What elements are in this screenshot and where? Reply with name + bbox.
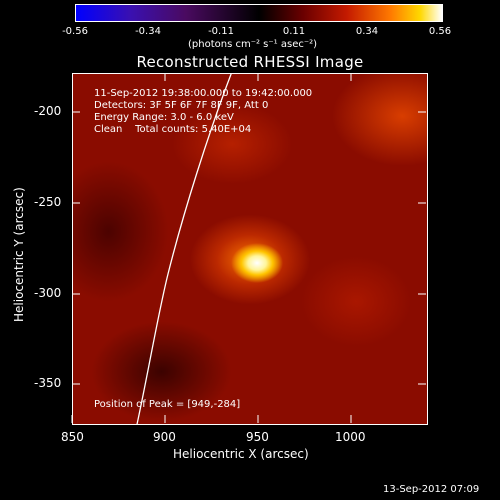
colorbar-tick-label: -0.34 (135, 26, 161, 37)
y-tick-label: -250 (34, 195, 62, 209)
time-range-text: 11-Sep-2012 19:38:00.000 to 19:42:00.000 (94, 88, 313, 99)
energy-range-text: Energy Range: 3.0 - 6.0 keV (94, 112, 234, 123)
rhessi-image: 11-Sep-2012 19:38:00.000 to 19:42:00.000… (72, 73, 428, 425)
y-axis-label: Heliocentric Y (arcsec) (12, 187, 26, 322)
generation-timestamp: 13-Sep-2012 07:09 (383, 484, 480, 495)
detectors-text: Detectors: 3F 5F 6F 7F 8F 9F, Att 0 (94, 100, 269, 111)
colorbar-tick-label: -0.56 (62, 26, 88, 37)
x-tick-label: 850 (61, 430, 84, 444)
clean-counts-text: Clean Total counts: 5.40E+04 (94, 124, 252, 135)
y-tick-label: -200 (34, 104, 62, 118)
x-tick-label: 1000 (335, 430, 366, 444)
x-tick-label: 900 (153, 430, 176, 444)
colorbar-unit-label: (photons cm⁻² s⁻¹ asec⁻²) (188, 39, 318, 50)
solar-limb-line (136, 74, 232, 424)
colorbar-tick-label: -0.11 (208, 26, 234, 37)
colorbar (75, 4, 443, 22)
colorbar-tick-label: 0.11 (282, 26, 306, 37)
solar-limb-overlay (136, 74, 232, 424)
x-axis-label: Heliocentric X (arcsec) (173, 447, 309, 461)
y-tick-label: -350 (34, 376, 62, 390)
x-tick-label: 950 (246, 430, 269, 444)
colorbar-tick-label: 0.56 (428, 26, 452, 37)
y-tick-label: -300 (34, 286, 62, 300)
peak-position-text: Position of Peak = [949,-284] (94, 399, 241, 410)
plot-title: Reconstructed RHESSI Image (136, 53, 364, 71)
colorbar-tick-label: 0.34 (355, 26, 379, 37)
